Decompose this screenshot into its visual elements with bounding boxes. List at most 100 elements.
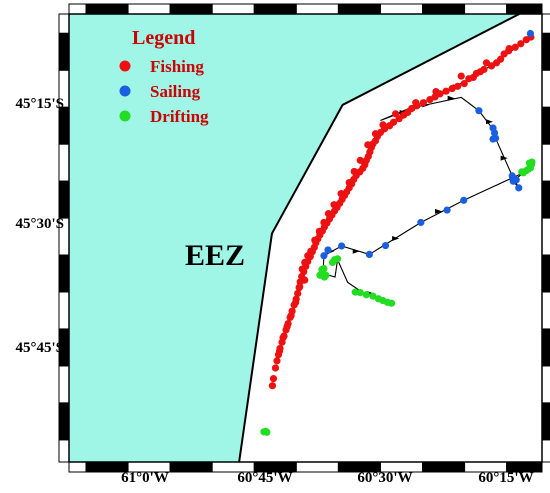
- x-axis-labels: 61°0'W 60°45'W 60°30'W 60°15'W: [121, 470, 533, 486]
- fishing-point: [448, 84, 456, 93]
- eez-region: [69, 14, 520, 462]
- fishing-point: [315, 227, 323, 235]
- fishing-point: [301, 276, 309, 284]
- frame-segment: [541, 217, 550, 256]
- frame-segment: [295, 3, 339, 15]
- frame-segment: [337, 3, 381, 15]
- sailing-point: [443, 206, 451, 214]
- fishing-point: [273, 357, 281, 365]
- frame-segment: [541, 180, 550, 219]
- fishing-point: [279, 334, 287, 342]
- frame-segment: [169, 3, 213, 15]
- frame-segment: [169, 461, 213, 473]
- fishing-point: [522, 36, 530, 44]
- fishing-point: [301, 258, 309, 266]
- x-tick-label: 60°15'W: [478, 470, 533, 486]
- fishing-point: [500, 50, 508, 58]
- frame-segment: [85, 3, 129, 15]
- fishing-point: [457, 72, 465, 80]
- frame-segment: [58, 254, 70, 293]
- legend-fishing-marker: [119, 60, 131, 72]
- frame-segment: [541, 254, 550, 293]
- frame-segment: [253, 3, 297, 15]
- fishing-point: [345, 178, 353, 187]
- fishing-point: [364, 141, 372, 149]
- fishing-point: [356, 156, 364, 164]
- drifting-point: [328, 258, 337, 266]
- legend: Legend Fishing Sailing Drifting: [119, 27, 209, 126]
- fishing-point: [287, 312, 295, 320]
- fishing-point: [432, 88, 440, 96]
- fishing-point: [268, 382, 277, 390]
- fishing-point: [311, 236, 319, 244]
- legend-title: Legend: [132, 27, 195, 49]
- frame-segment: [58, 402, 70, 441]
- frame-segment: [68, 3, 87, 15]
- frame-segment: [58, 180, 70, 219]
- frame-segment: [58, 106, 70, 145]
- frame-segment: [58, 32, 70, 71]
- track-arrow: [500, 155, 508, 161]
- frame-segment: [541, 13, 550, 34]
- frame-segment: [58, 365, 70, 404]
- vessel-points: [260, 29, 536, 436]
- frame-segment: [541, 32, 550, 71]
- sailing-point: [320, 252, 328, 260]
- frame-segment: [506, 3, 543, 15]
- fishing-point: [511, 43, 519, 51]
- eez-label: EEZ: [185, 239, 245, 272]
- fishing-point: [426, 96, 434, 104]
- fishing-point: [442, 87, 450, 95]
- frame-segment: [464, 3, 508, 15]
- x-tick-label: 61°0'W: [121, 470, 169, 486]
- fishing-point: [294, 289, 302, 298]
- plot-border: [68, 13, 543, 463]
- frame-segment: [422, 3, 466, 15]
- fishing-point: [371, 130, 380, 138]
- drifting-point: [387, 299, 396, 307]
- track-arrow: [447, 95, 455, 101]
- drifting-point: [356, 288, 364, 297]
- x-tick-label: 60°30'W: [357, 470, 412, 486]
- fishing-point: [275, 347, 284, 355]
- fishing-point: [320, 218, 328, 227]
- sailing-point: [489, 135, 497, 143]
- frame-segment: [541, 365, 550, 404]
- y-tick-label: 45°15'S: [15, 96, 64, 112]
- drifting-point: [362, 291, 370, 299]
- drifting-point: [316, 271, 324, 279]
- fishing-point: [337, 190, 345, 198]
- series-sailing: [320, 29, 534, 260]
- fishing-point: [465, 75, 473, 83]
- track-arrow: [486, 119, 494, 125]
- drifting-point: [263, 428, 271, 436]
- y-axis-labels: 45°15'S 45°30'S 45°45'S: [15, 96, 64, 356]
- fishing-point: [269, 375, 278, 383]
- legend-sailing-label: Sailing: [150, 82, 201, 101]
- frame-segment: [58, 291, 70, 330]
- sailing-point: [324, 246, 332, 254]
- fishing-point: [298, 265, 306, 273]
- fishing-point: [412, 99, 420, 107]
- sailing-point: [381, 241, 390, 250]
- fishing-point: [392, 110, 400, 118]
- fishing-point: [283, 323, 291, 331]
- frame-segment: [58, 13, 70, 34]
- frame-segment: [422, 461, 466, 473]
- fishing-point: [350, 167, 358, 176]
- sailing-point: [365, 250, 373, 259]
- sailing-point: [337, 242, 346, 250]
- track-arrow: [352, 248, 360, 254]
- sailing-point: [490, 129, 499, 137]
- fishing-point: [379, 121, 387, 129]
- fishing-point: [505, 44, 513, 53]
- y-tick-label: 45°30'S: [15, 216, 64, 232]
- fishing-point: [482, 59, 491, 67]
- fishing-point: [296, 283, 304, 291]
- eez-boundary-line: [238, 13, 520, 463]
- frame-segment: [211, 3, 255, 15]
- fishing-point: [324, 210, 333, 218]
- sailing-point: [515, 184, 523, 192]
- series-fishing: [268, 33, 535, 390]
